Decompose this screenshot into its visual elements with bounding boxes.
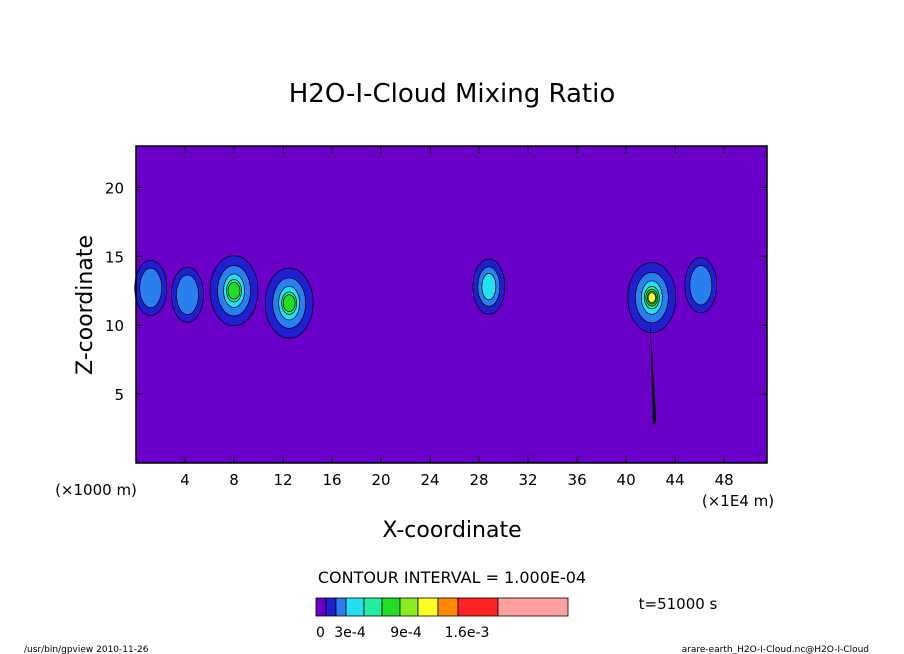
footer-left: /usr/bin/gpview 2010-11-26 bbox=[24, 645, 149, 654]
chart-title: H2O-I-Cloud Mixing Ratio bbox=[289, 79, 616, 109]
colorbar-swatch bbox=[417, 597, 439, 617]
colorbar-swatch bbox=[315, 597, 327, 617]
x-axis: 4 8 12 16 20 24 28 32 36 40 44 48 bbox=[180, 146, 734, 489]
colorbar-labels: 0 3e-4 9e-4 1.6e-3 bbox=[316, 625, 489, 641]
colorbar-swatch bbox=[437, 597, 459, 617]
contour-feature-0-level-2 bbox=[139, 267, 163, 309]
x-tick-label: 8 bbox=[229, 471, 239, 489]
colorbar-swatch bbox=[381, 597, 401, 617]
y-tick-label: 20 bbox=[105, 179, 124, 197]
x-tick-label: 12 bbox=[273, 471, 292, 489]
colorbar-label: 0 bbox=[316, 625, 325, 641]
contour-feature-6-level-2 bbox=[689, 265, 713, 306]
footer-right: arare-earth_H2O-I-Cloud.nc@H2O-I-Cloud bbox=[682, 645, 869, 654]
x-tick-label: 16 bbox=[322, 471, 341, 489]
x-tick-label: 28 bbox=[470, 471, 489, 489]
x-tick-label: 4 bbox=[180, 471, 190, 489]
x-unit-right: (×1E4 m) bbox=[702, 492, 774, 510]
plot-frame bbox=[135, 145, 768, 464]
colorbar-label: 3e-4 bbox=[334, 625, 366, 641]
colorbar-swatch bbox=[335, 597, 347, 617]
x-unit-left: (×1000 m) bbox=[55, 481, 137, 499]
y-tick-label: 10 bbox=[105, 317, 124, 335]
colorbar-swatch bbox=[345, 597, 365, 617]
colorbar-swatch bbox=[399, 597, 419, 617]
y-tick-label: 15 bbox=[105, 248, 124, 266]
contour-feature-5-level-7 bbox=[647, 292, 656, 303]
colorbar-swatch bbox=[325, 597, 337, 617]
x-tick-label: 48 bbox=[715, 471, 734, 489]
colorbar-label: 1.6e-3 bbox=[445, 625, 490, 641]
colorbar-swatch bbox=[497, 597, 569, 617]
colorbar-label: 9e-4 bbox=[390, 625, 422, 641]
x-tick-label: 32 bbox=[519, 471, 538, 489]
colorbar-swatch bbox=[457, 597, 499, 617]
time-label: t=51000 s bbox=[639, 595, 718, 613]
x-tick-label: 40 bbox=[617, 471, 636, 489]
contour-feature-1-level-2 bbox=[176, 274, 199, 316]
x-tick-label: 36 bbox=[568, 471, 587, 489]
colorbar-swatch bbox=[363, 597, 383, 617]
colorbar bbox=[315, 597, 569, 617]
contour-feature-3-level-5 bbox=[282, 294, 296, 312]
contour-feature-2-level-5 bbox=[227, 281, 241, 300]
contour-feature-4-level-3 bbox=[481, 273, 497, 301]
x-tick-label: 24 bbox=[421, 471, 440, 489]
y-axis: 5 10 15 20 bbox=[105, 179, 767, 404]
x-axis-label: X-coordinate bbox=[382, 518, 521, 543]
x-tick-label: 44 bbox=[666, 471, 685, 489]
contour-fills bbox=[134, 255, 718, 425]
x-tick-label: 20 bbox=[372, 471, 391, 489]
contour-column bbox=[649, 318, 657, 425]
y-axis-label: Z-coordinate bbox=[73, 235, 98, 375]
y-tick-label: 5 bbox=[114, 386, 124, 404]
contour-interval-label: CONTOUR INTERVAL = 1.000E-04 bbox=[318, 568, 586, 587]
